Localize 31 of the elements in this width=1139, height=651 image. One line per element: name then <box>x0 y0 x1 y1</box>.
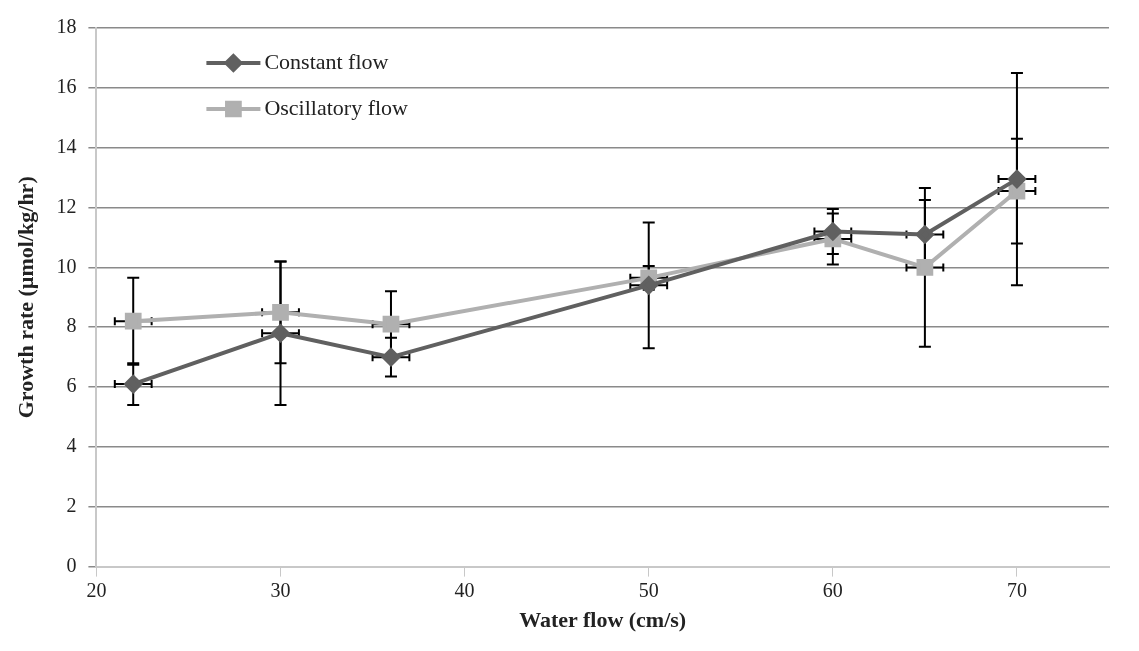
y-tick-label: 6 <box>66 374 77 397</box>
y-tick-label: 4 <box>66 434 77 457</box>
y-tick-label: 0 <box>66 553 77 576</box>
point <box>639 276 658 295</box>
point <box>271 324 290 343</box>
x-tick-label: 70 <box>1006 578 1027 601</box>
legend-label: Constant flow <box>264 48 389 74</box>
point <box>823 222 842 241</box>
y-tick-label: 2 <box>66 494 77 517</box>
y-tick-label: 18 <box>56 15 77 38</box>
y-tick-label: 16 <box>56 75 77 98</box>
x-axis-title: Water flow (cm/s) <box>519 607 687 633</box>
y-tick-label: 14 <box>56 134 77 157</box>
y-axis-title: Growth rate (µmol/kg/hr) <box>12 176 38 419</box>
point <box>381 348 400 367</box>
point <box>124 375 143 394</box>
x-tick-label: 50 <box>638 578 659 601</box>
legend-label: Oscillatory flow <box>264 94 409 120</box>
point <box>382 315 400 333</box>
point <box>1007 170 1026 189</box>
y-tick-label: 10 <box>56 254 77 277</box>
x-tick-label: 60 <box>822 578 843 601</box>
y-tick-label: 8 <box>66 314 77 337</box>
point <box>916 259 934 276</box>
x-tick-label: 30 <box>270 578 291 601</box>
point <box>915 225 934 244</box>
x-tick-label: 40 <box>454 578 475 601</box>
x-tick-label: 20 <box>86 578 107 601</box>
point <box>272 303 289 321</box>
point <box>124 312 142 330</box>
y-tick-label: 12 <box>56 194 77 217</box>
